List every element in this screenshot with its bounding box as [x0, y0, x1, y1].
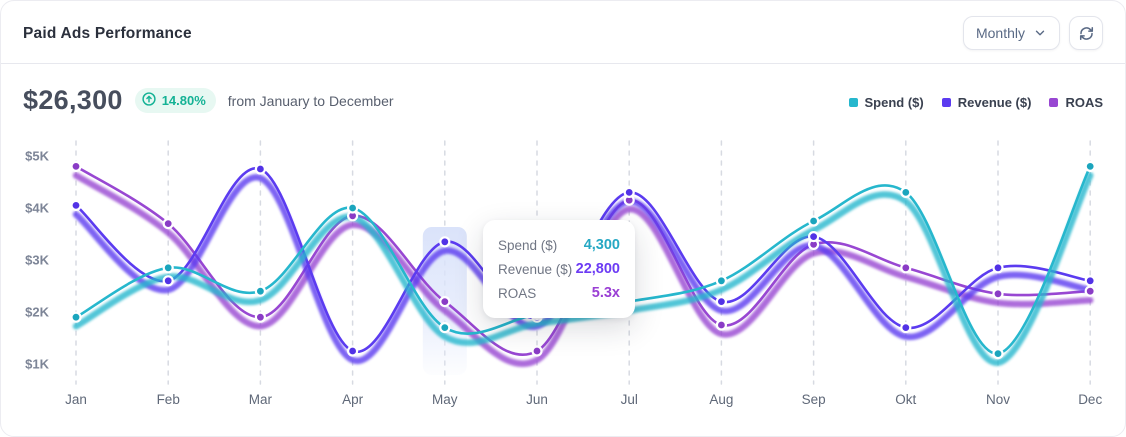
legend-swatch — [848, 98, 858, 107]
roas-point-dec[interactable] — [1084, 285, 1096, 297]
period-caption: from January to December — [227, 92, 394, 109]
x-axis-label-aug: Aug — [709, 392, 733, 407]
spend-point-aug[interactable] — [715, 275, 728, 287]
y-axis-label-5k: $5K — [25, 149, 49, 164]
revenue-point-aug[interactable] — [715, 296, 728, 308]
revenue-point-jan[interactable] — [70, 199, 82, 212]
roas-point-nov[interactable] — [992, 288, 1004, 300]
y-axis-label-4k: $4K — [25, 201, 49, 216]
revenue-point-nov[interactable] — [992, 262, 1004, 274]
change-badge: 14.80% — [134, 88, 216, 113]
tooltip-value: 4,300 — [583, 237, 620, 253]
chart-tooltip: Spend ($) 4,300 Revenue ($) 22,800 ROAS 5.3x — [483, 220, 635, 318]
y-axis-label-1k: $1K — [25, 357, 49, 372]
summary-row: $26,300 14.80% from January to December — [23, 85, 394, 116]
card-header: Paid Ads Performance Monthly — [1, 1, 1125, 64]
roas-point-mar[interactable] — [254, 311, 266, 323]
period-select-value: Monthly — [975, 25, 1025, 41]
total-amount: $26,300 — [23, 85, 123, 115]
change-percent: 14.80% — [161, 93, 206, 108]
legend-swatch — [1049, 98, 1059, 107]
tooltip-label: Spend ($) — [498, 237, 558, 253]
x-axis-label-sep: Sep — [802, 392, 826, 407]
tooltip-row: Spend ($) 4,300 — [498, 234, 620, 256]
x-axis-label-mar: Mar — [249, 392, 273, 407]
card-title: Paid Ads Performance — [23, 25, 192, 42]
spend-point-sep[interactable] — [807, 215, 820, 227]
revenue-point-feb[interactable] — [162, 275, 174, 287]
legend-item-spend[interactable]: Spend ($) — [848, 95, 924, 110]
roas-point-may[interactable] — [439, 296, 451, 308]
x-axis-label-may: May — [432, 392, 458, 407]
header-controls: Monthly — [962, 16, 1103, 50]
x-axis-label-feb: Feb — [157, 392, 180, 407]
revenue-point-mar[interactable] — [254, 163, 266, 175]
x-axis-label-jan: Jan — [65, 392, 87, 407]
revenue-point-apr[interactable] — [347, 345, 359, 357]
x-axis-label-jul: Jul — [621, 392, 638, 407]
legend-label: ROAS — [1065, 95, 1103, 110]
chevron-down-icon — [1033, 26, 1047, 40]
spend-point-jan[interactable] — [70, 311, 82, 323]
spend-point-feb[interactable] — [162, 262, 174, 274]
legend: Spend ($) Revenue ($) ROAS — [848, 95, 1103, 110]
x-axis-label-okt: Okt — [895, 392, 916, 407]
x-axis-label-dec: Dec — [1078, 392, 1102, 407]
y-axis-label-2k: $2K — [25, 305, 49, 320]
tooltip-value: 5.3x — [591, 285, 620, 301]
roas-point-jun[interactable] — [531, 345, 543, 357]
spend-point-okt[interactable] — [900, 186, 912, 199]
roas-point-jan[interactable] — [70, 160, 82, 173]
tooltip-label: ROAS — [498, 285, 537, 301]
period-select[interactable]: Monthly — [962, 16, 1060, 50]
revenue-point-dec[interactable] — [1084, 275, 1096, 287]
legend-item-roas[interactable]: ROAS — [1049, 95, 1103, 110]
x-axis-label-nov: Nov — [986, 392, 1010, 407]
tooltip-label: Revenue ($) — [498, 261, 573, 277]
legend-item-revenue[interactable]: Revenue ($) — [941, 95, 1032, 110]
y-axis-label-3k: $3K — [25, 253, 49, 268]
refresh-icon — [1078, 25, 1095, 42]
spend-point-apr[interactable] — [347, 202, 359, 214]
roas-point-feb[interactable] — [162, 217, 174, 230]
arrow-up-circle-icon — [141, 91, 157, 110]
tooltip-row: ROAS 5.3x — [498, 282, 620, 304]
x-axis-label-apr: Apr — [342, 392, 364, 407]
revenue-point-sep[interactable] — [807, 230, 820, 243]
revenue-point-okt[interactable] — [900, 322, 912, 334]
tooltip-value: 22,800 — [575, 261, 620, 277]
spend-point-mar[interactable] — [254, 285, 266, 297]
roas-point-aug[interactable] — [715, 319, 728, 331]
refresh-button[interactable] — [1069, 16, 1103, 50]
revenue-point-may[interactable] — [439, 236, 451, 248]
legend-swatch — [941, 98, 951, 107]
spend-point-may[interactable] — [439, 322, 451, 334]
legend-label: Spend ($) — [864, 95, 924, 110]
revenue-point-jul[interactable] — [623, 186, 635, 199]
roas-point-okt[interactable] — [900, 262, 912, 274]
spend-point-nov[interactable] — [992, 348, 1004, 360]
spend-point-dec[interactable] — [1084, 160, 1096, 173]
tooltip-row: Revenue ($) 22,800 — [498, 258, 620, 280]
x-axis-label-jun: Jun — [526, 392, 548, 407]
legend-label: Revenue ($) — [957, 95, 1032, 110]
